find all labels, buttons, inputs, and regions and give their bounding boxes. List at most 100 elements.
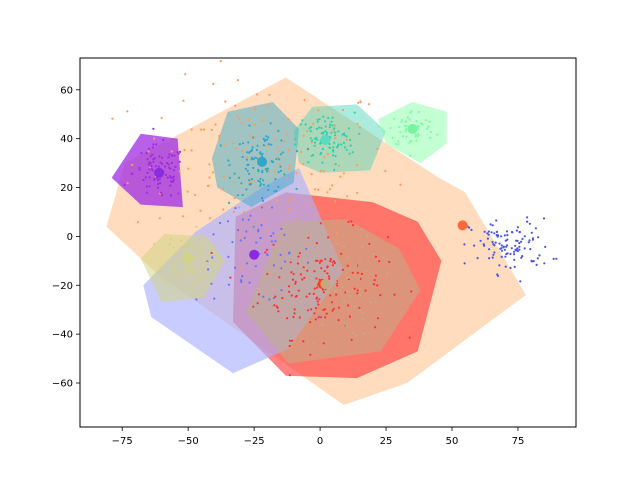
scatter-point [494, 241, 497, 244]
scatter-point [182, 99, 185, 102]
scatter-point [190, 272, 193, 275]
scatter-point [315, 296, 318, 299]
scatter-point [159, 161, 162, 164]
scatter-point [414, 135, 417, 138]
scatter-point [427, 125, 430, 128]
scatter-point [356, 122, 359, 125]
scatter-point [293, 312, 296, 315]
scatter-point [264, 251, 267, 254]
scatter-point [218, 137, 221, 140]
scatter-point [278, 163, 281, 166]
cluster-hull-3 [111, 133, 183, 208]
scatter-point [178, 160, 181, 163]
y-tick-label: 20 [60, 183, 73, 194]
scatter-point [328, 126, 331, 129]
scatter-point [243, 236, 246, 239]
scatter-point [181, 215, 185, 218]
scatter-point [246, 156, 249, 159]
scatter-point [304, 123, 307, 126]
scatter-point [408, 118, 411, 121]
scatter-point [238, 235, 241, 238]
scatter-point [400, 120, 403, 124]
scatter-point [170, 194, 173, 197]
scatter-point [145, 152, 148, 155]
scatter-point [331, 264, 334, 267]
scatter-point [274, 240, 277, 243]
scatter-point [228, 164, 231, 167]
scatter-point [291, 278, 295, 281]
x-tick-label: −50 [178, 436, 199, 447]
scatter-point [313, 312, 316, 315]
scatter-point [342, 141, 346, 144]
scatter-point [165, 161, 169, 165]
scatter-point [145, 191, 148, 194]
scatter-point [257, 179, 260, 182]
scatter-point [374, 300, 377, 303]
scatter-point [333, 289, 336, 293]
cluster-centers [154, 123, 468, 290]
scatter-point [240, 266, 243, 269]
scatter-point [356, 289, 359, 292]
scatter-point [482, 243, 485, 246]
scatter-point [310, 173, 313, 176]
scatter-point [523, 247, 526, 250]
scatter-point [333, 261, 336, 265]
scatter-point [299, 123, 302, 126]
scatter-point [307, 242, 310, 245]
scatter-point [271, 206, 274, 209]
scatter-point [518, 248, 521, 251]
scatter-point [136, 221, 140, 224]
scatter-point [176, 151, 179, 154]
scatter-point [268, 93, 271, 96]
scatter-point [487, 233, 490, 236]
scatter-point [288, 344, 291, 348]
scatter-point [296, 262, 300, 265]
scatter-point [317, 188, 320, 191]
cluster-center-3 [154, 167, 165, 178]
scatter-point [247, 118, 250, 121]
scatter-point [339, 175, 342, 178]
scatter-point [166, 176, 169, 179]
scatter-point [264, 144, 267, 147]
scatter-point [428, 120, 431, 123]
scatter-point [261, 169, 264, 172]
scatter-point [479, 239, 482, 242]
y-tick-label: 0 [67, 232, 73, 243]
scatter-point [333, 127, 336, 130]
scatter-point [224, 100, 227, 103]
scatter-point [292, 283, 295, 286]
scatter-point [267, 188, 270, 191]
scatter-point [408, 336, 411, 339]
scatter-point [268, 298, 271, 301]
scatter-point [313, 270, 316, 273]
scatter-point [272, 296, 276, 300]
scatter-point [298, 316, 301, 319]
scatter-point [226, 220, 230, 223]
scatter-point [328, 146, 331, 149]
scatter-point [213, 297, 216, 300]
scatter-point [528, 222, 532, 225]
scatter-point [138, 166, 141, 169]
cluster-hull-4 [211, 102, 299, 208]
scatter-point [186, 190, 189, 193]
scatter-point [495, 219, 498, 222]
scatter-point [260, 153, 264, 156]
scatter-point [486, 237, 489, 240]
scatter-point [256, 157, 259, 160]
scatter-point [332, 129, 335, 132]
scatter-point [521, 237, 524, 240]
scatter-point [241, 275, 244, 278]
scatter-point [170, 150, 173, 153]
scatter-point [343, 146, 347, 149]
scatter-point [555, 257, 558, 260]
scatter-point [313, 214, 316, 217]
scatter-point [308, 127, 311, 130]
scatter-point [346, 195, 349, 198]
scatter-point [173, 272, 176, 275]
scatter-point [169, 167, 172, 170]
scatter-point [181, 246, 184, 249]
scatter-point [192, 272, 195, 275]
scatter-point [318, 235, 322, 238]
scatter-point [256, 93, 259, 96]
scatter-point [190, 128, 193, 131]
